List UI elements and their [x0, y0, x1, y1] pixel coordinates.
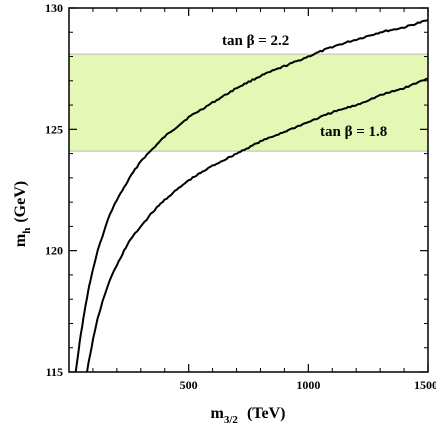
y-tick-label: 125	[45, 122, 63, 136]
x-axis-title-unit: (TeV)	[247, 405, 286, 422]
allowed-mass-band	[69, 54, 428, 152]
y-axis-title-unit: (GeV)	[12, 181, 29, 223]
x-axis-title-main: m	[211, 405, 225, 422]
y-tick-label: 120	[45, 244, 63, 258]
x-axis-title: m3/2 (TeV)	[211, 405, 286, 426]
x-tick-label: 1000	[296, 378, 320, 392]
y-axis-title: mh (GeV)	[12, 181, 33, 247]
annotation-label-1: tan β = 1.8	[320, 124, 387, 140]
y-tick-label: 130	[45, 1, 63, 15]
x-axis-title-sub: 3/2	[224, 414, 239, 426]
y-axis-title-main: m	[12, 233, 29, 247]
series-line-1	[86, 77, 429, 373]
annotation-label-0: tan β = 2.2	[222, 33, 289, 49]
x-tick-label: 1500	[414, 378, 436, 392]
plot-area: 115 120 125 130 500 1000 1500 tan β = 2.2 tan β …	[45, 1, 436, 392]
y-tick-label: 115	[46, 365, 63, 379]
x-tick-label: 500	[180, 378, 198, 392]
series-line-0	[74, 19, 429, 373]
plot-frame	[68, 7, 429, 373]
y-axis-title-sub: h	[21, 228, 33, 234]
